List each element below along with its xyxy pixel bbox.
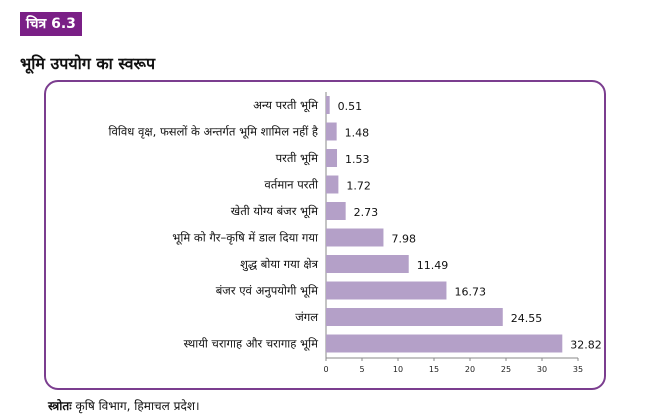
x-tick-label-20: 20 (465, 365, 475, 374)
chart-frame (44, 80, 606, 390)
source-text: कृषि विभाग, हिमाचल प्रदेश। (75, 399, 200, 413)
category-label-1: अन्य परती भूमि (253, 98, 319, 113)
x-tick-label-35: 35 (573, 365, 583, 374)
data-label-6: 7.98 (391, 233, 416, 246)
category-label-6: भूमि को गैर–कृषि में डाल दिया गया (172, 231, 319, 246)
data-label-4: 1.72 (346, 180, 371, 193)
bar-1 (326, 96, 330, 114)
data-label-5: 2.73 (354, 206, 379, 219)
x-tick-label-25: 25 (501, 365, 511, 374)
category-label-9: जंगल (295, 310, 318, 324)
bar-8 (326, 281, 447, 300)
category-label-5: खेती योग्य बंजर भूमि (231, 204, 319, 219)
x-tick-label-5: 5 (359, 365, 364, 374)
data-label-1: 0.51 (338, 100, 363, 113)
source-note: स्त्रोतः कृषि विभाग, हिमाचल प्रदेश। (48, 397, 200, 414)
category-label-3: परती भूमि (276, 151, 319, 166)
bar-10 (326, 334, 563, 353)
bar-9 (326, 308, 503, 326)
figure-number-tag: चित्र 6.3 (20, 12, 82, 36)
source-label: स्त्रोतः (48, 399, 72, 413)
data-label-9: 24.55 (511, 312, 543, 325)
category-label-8: बंजर एवं अनुपयोगी भूमि (216, 284, 319, 299)
bar-5 (326, 202, 346, 220)
bar-6 (326, 228, 384, 247)
data-label-7: 11.49 (417, 259, 449, 272)
data-label-2: 1.48 (345, 127, 370, 140)
category-label-4: वर्तमान परती (264, 178, 319, 192)
category-label-2: विविध वृक्ष, फसलों के अन्तर्गत भूमि शामि… (109, 125, 319, 140)
bar-2 (326, 122, 337, 141)
x-tick-label-30: 30 (537, 365, 547, 374)
data-label-8: 16.73 (454, 286, 486, 299)
category-label-7: शुद्ध बोया गया क्षेत्र (240, 257, 319, 272)
x-tick-label-0: 0 (323, 365, 328, 374)
bar-3 (326, 149, 338, 167)
data-label-3: 1.53 (345, 153, 370, 166)
x-tick-label-15: 15 (429, 365, 439, 374)
data-label-10: 32.82 (570, 339, 602, 352)
figure-title: भूमि उपयोग का स्वरूप (20, 54, 156, 73)
bar-4 (326, 175, 339, 194)
category-label-10: स्थायी चरागाह और चरागाह भूमि (184, 337, 319, 352)
bar-7 (326, 255, 409, 273)
x-tick-label-10: 10 (393, 365, 403, 374)
